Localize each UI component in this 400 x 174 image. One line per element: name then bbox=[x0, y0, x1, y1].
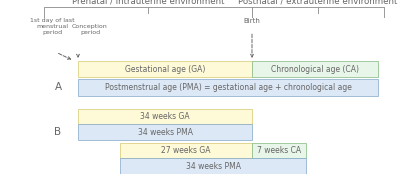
Text: 34 weeks GA: 34 weeks GA bbox=[140, 112, 190, 121]
Text: Prenatal / intrauterine environment: Prenatal / intrauterine environment bbox=[72, 0, 224, 5]
Text: 7 weeks CA: 7 weeks CA bbox=[257, 146, 301, 155]
FancyBboxPatch shape bbox=[120, 143, 252, 158]
Text: 1st day of last
menstrual
period: 1st day of last menstrual period bbox=[30, 18, 74, 35]
FancyBboxPatch shape bbox=[120, 158, 306, 174]
FancyBboxPatch shape bbox=[252, 143, 306, 158]
Text: Postmenstrual age (PMA) = gestational age + chronological age: Postmenstrual age (PMA) = gestational ag… bbox=[104, 83, 352, 92]
FancyBboxPatch shape bbox=[78, 124, 252, 140]
Text: B: B bbox=[54, 127, 62, 137]
Text: 27 weeks GA: 27 weeks GA bbox=[161, 146, 211, 155]
FancyBboxPatch shape bbox=[78, 109, 252, 124]
Text: A: A bbox=[54, 82, 62, 92]
FancyBboxPatch shape bbox=[252, 61, 378, 77]
Text: Birth: Birth bbox=[244, 18, 260, 24]
Text: 34 weeks PMA: 34 weeks PMA bbox=[138, 128, 192, 137]
Text: Gestational age (GA): Gestational age (GA) bbox=[125, 65, 205, 74]
Text: Conception
period: Conception period bbox=[72, 24, 108, 35]
Text: Chronological age (CA): Chronological age (CA) bbox=[271, 65, 359, 74]
FancyBboxPatch shape bbox=[78, 61, 252, 77]
Text: Postnatal / extrauterine environment: Postnatal / extrauterine environment bbox=[238, 0, 398, 5]
FancyBboxPatch shape bbox=[78, 79, 378, 96]
Text: 34 weeks PMA: 34 weeks PMA bbox=[186, 162, 240, 171]
